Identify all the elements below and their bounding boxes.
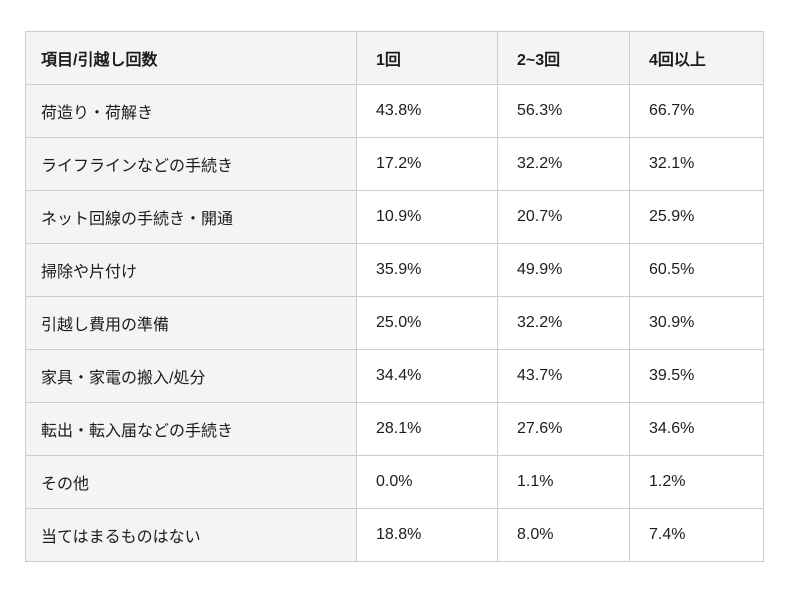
survey-table: 項目/引越し回数 1回 2~3回 4回以上 荷造り・荷解き 43.8% 56.3…	[25, 31, 764, 562]
value-cell: 66.7%	[629, 84, 764, 138]
value-cell: 30.9%	[629, 296, 764, 350]
row-label: ネット回線の手続き・開通	[25, 190, 357, 244]
value-cell: 32.2%	[497, 296, 630, 350]
value-cell: 1.1%	[497, 455, 630, 509]
value-cell: 28.1%	[356, 402, 498, 456]
row-label: その他	[25, 455, 357, 509]
value-cell: 0.0%	[356, 455, 498, 509]
row-label: 掃除や片付け	[25, 243, 357, 297]
row-label: 当てはまるものはない	[25, 508, 357, 562]
value-cell: 7.4%	[629, 508, 764, 562]
value-cell: 34.4%	[356, 349, 498, 403]
value-cell: 34.6%	[629, 402, 764, 456]
value-cell: 49.9%	[497, 243, 630, 297]
value-cell: 18.8%	[356, 508, 498, 562]
table-row: その他 0.0% 1.1% 1.2%	[25, 455, 764, 509]
table-row: 掃除や片付け 35.9% 49.9% 60.5%	[25, 243, 764, 297]
table-row: 転出・転入届などの手続き 28.1% 27.6% 34.6%	[25, 402, 764, 456]
value-cell: 35.9%	[356, 243, 498, 297]
value-cell: 32.2%	[497, 137, 630, 191]
value-cell: 20.7%	[497, 190, 630, 244]
row-label: 転出・転入届などの手続き	[25, 402, 357, 456]
row-label: ライフラインなどの手続き	[25, 137, 357, 191]
column-header-1-time: 1回	[356, 31, 498, 85]
value-cell: 32.1%	[629, 137, 764, 191]
table-row: 当てはまるものはない 18.8% 8.0% 7.4%	[25, 508, 764, 562]
value-cell: 43.7%	[497, 349, 630, 403]
table-row: 家具・家電の搬入/処分 34.4% 43.7% 39.5%	[25, 349, 764, 403]
header-row: 項目/引越し回数 1回 2~3回 4回以上	[25, 31, 764, 85]
column-header-4-plus-times: 4回以上	[629, 31, 764, 85]
row-label: 家具・家電の搬入/処分	[25, 349, 357, 403]
table-row: ネット回線の手続き・開通 10.9% 20.7% 25.9%	[25, 190, 764, 244]
value-cell: 17.2%	[356, 137, 498, 191]
value-cell: 43.8%	[356, 84, 498, 138]
value-cell: 10.9%	[356, 190, 498, 244]
value-cell: 56.3%	[497, 84, 630, 138]
value-cell: 60.5%	[629, 243, 764, 297]
value-cell: 27.6%	[497, 402, 630, 456]
table-row: 荷造り・荷解き 43.8% 56.3% 66.7%	[25, 84, 764, 138]
row-label: 荷造り・荷解き	[25, 84, 357, 138]
table-row: ライフラインなどの手続き 17.2% 32.2% 32.1%	[25, 137, 764, 191]
value-cell: 8.0%	[497, 508, 630, 562]
value-cell: 25.0%	[356, 296, 498, 350]
value-cell: 39.5%	[629, 349, 764, 403]
value-cell: 1.2%	[629, 455, 764, 509]
column-header-items: 項目/引越し回数	[25, 31, 357, 85]
column-header-2-3-times: 2~3回	[497, 31, 630, 85]
table-row: 引越し費用の準備 25.0% 32.2% 30.9%	[25, 296, 764, 350]
row-label: 引越し費用の準備	[25, 296, 357, 350]
value-cell: 25.9%	[629, 190, 764, 244]
